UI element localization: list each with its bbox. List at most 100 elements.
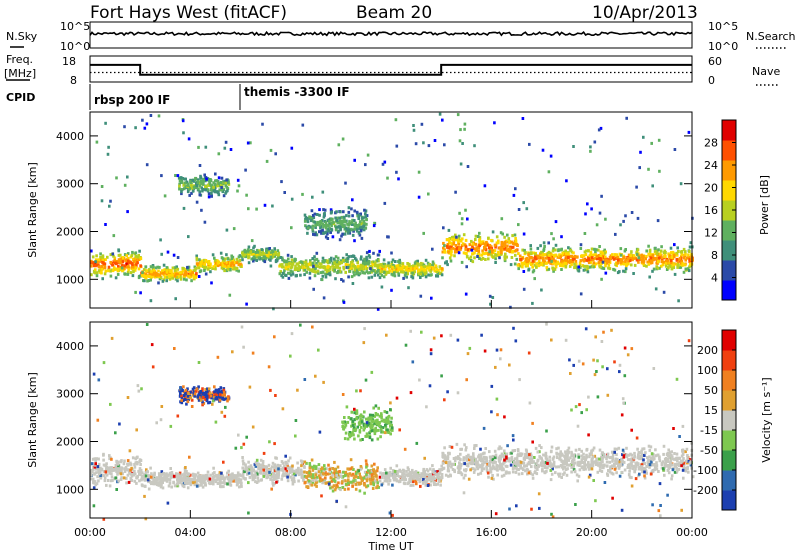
data-cell — [523, 288, 526, 291]
data-cell — [685, 268, 688, 271]
data-cell — [308, 263, 311, 266]
data-cell — [555, 244, 558, 247]
data-cell — [482, 257, 485, 260]
data-cell — [470, 240, 473, 243]
data-cell — [633, 254, 636, 257]
data-cell — [582, 258, 585, 261]
data-cell — [199, 164, 202, 167]
data-cell — [304, 214, 307, 217]
data-cell — [617, 259, 620, 262]
data-cell — [607, 474, 610, 477]
data-cell — [213, 190, 216, 193]
data-cell — [652, 258, 655, 261]
data-cell — [624, 469, 627, 472]
data-cell — [210, 281, 213, 284]
data-cell — [464, 248, 467, 251]
data-cell — [564, 250, 567, 253]
data-cell — [105, 468, 108, 471]
data-cell — [598, 245, 601, 248]
data-cell — [509, 248, 512, 251]
data-cell — [311, 257, 314, 260]
freq-label-1: Freq. — [6, 53, 33, 66]
data-cell — [329, 261, 332, 264]
data-cell — [530, 252, 533, 255]
data-cell — [117, 248, 120, 251]
data-cell — [438, 480, 441, 483]
data-cell — [602, 261, 605, 264]
data-cell — [425, 259, 428, 262]
data-cell — [548, 251, 551, 254]
data-cell — [636, 253, 639, 256]
data-cell — [458, 212, 461, 215]
data-cell — [492, 464, 495, 467]
data-cell — [315, 473, 318, 476]
data-cell — [664, 255, 667, 258]
data-cell — [576, 256, 579, 259]
data-cell — [344, 233, 347, 236]
data-cell — [178, 185, 181, 188]
data-cell — [565, 262, 568, 265]
data-cell — [450, 250, 453, 253]
data-cell — [347, 488, 350, 491]
data-cell — [344, 488, 347, 491]
data-cell — [348, 211, 351, 214]
data-cell — [606, 262, 609, 265]
data-cell — [135, 476, 138, 479]
data-cell — [218, 176, 221, 179]
data-cell — [115, 468, 118, 471]
data-cell — [159, 274, 162, 277]
data-cell — [290, 274, 293, 277]
data-cell — [132, 270, 135, 273]
data-cell — [503, 236, 506, 239]
data-cell — [233, 264, 236, 267]
data-cell — [115, 276, 118, 279]
data-cell — [627, 458, 630, 461]
data-cell — [538, 264, 541, 267]
data-cell — [488, 450, 491, 453]
data-cell — [542, 249, 545, 252]
data-cell — [131, 251, 134, 254]
data-cell — [535, 265, 538, 268]
data-cell — [396, 464, 399, 467]
data-cell — [120, 476, 123, 479]
data-cell — [576, 461, 579, 464]
data-cell — [461, 142, 464, 145]
data-cell — [484, 244, 487, 247]
data-cell — [454, 191, 457, 194]
data-cell — [145, 474, 148, 477]
data-cell — [122, 260, 125, 263]
data-cell — [355, 475, 358, 478]
data-cell — [148, 488, 151, 491]
data-cell — [677, 263, 680, 266]
data-cell — [400, 270, 403, 273]
data-cell — [543, 245, 546, 248]
data-cell — [462, 458, 465, 461]
data-cell — [484, 258, 487, 261]
data-cell — [369, 256, 372, 259]
data-cell — [165, 472, 168, 475]
data-cell — [358, 473, 361, 476]
data-cell — [331, 474, 334, 477]
data-cell — [477, 473, 480, 476]
data-cell — [196, 257, 199, 260]
data-cell — [353, 228, 356, 231]
data-cell — [397, 474, 400, 477]
data-cell — [625, 455, 628, 458]
data-cell — [134, 466, 137, 469]
data-cell — [125, 468, 128, 471]
data-cell — [649, 449, 652, 452]
data-cell — [270, 149, 273, 152]
data-cell — [436, 483, 439, 486]
data-cell — [473, 471, 476, 474]
data-cell — [573, 263, 576, 266]
data-cell — [662, 453, 665, 456]
data-cell — [347, 482, 350, 485]
data-cell — [641, 260, 644, 263]
data-cell — [529, 244, 532, 247]
data-cell — [230, 148, 233, 151]
data-cell — [405, 268, 408, 271]
data-cell — [584, 212, 587, 215]
data-cell — [360, 465, 363, 468]
data-cell — [457, 113, 460, 116]
data-cell — [586, 259, 589, 262]
